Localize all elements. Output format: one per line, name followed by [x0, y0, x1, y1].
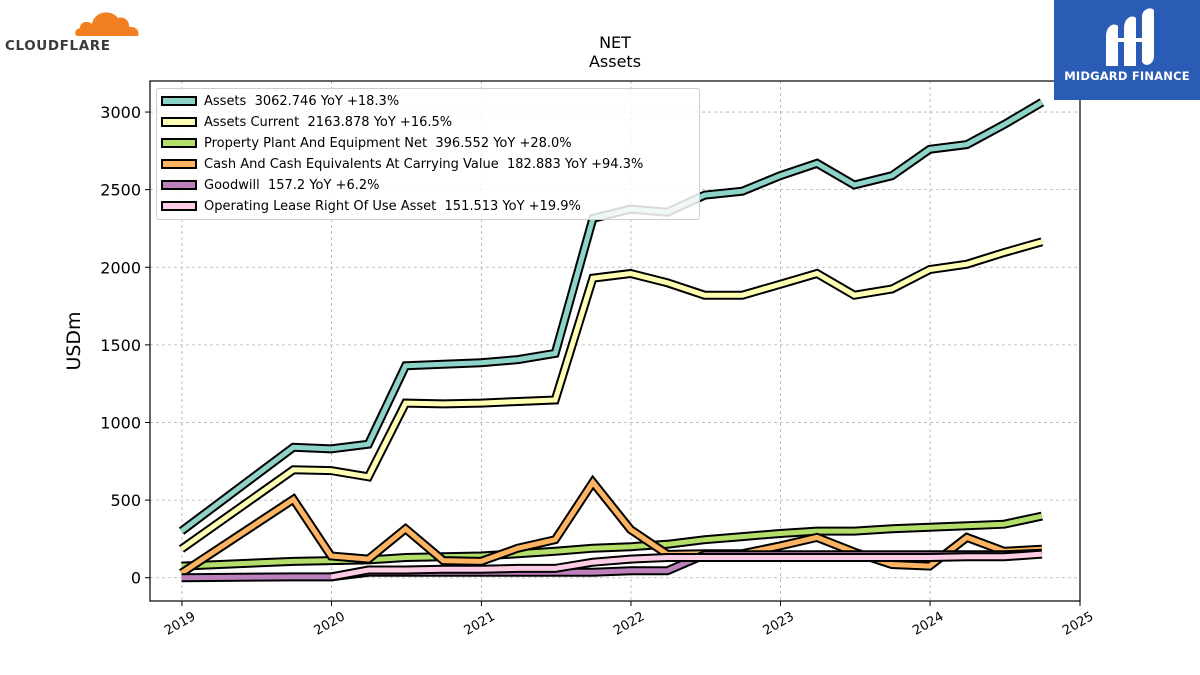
y-tick-label: 2500 [100, 181, 141, 200]
legend-swatch [161, 138, 197, 148]
series-line [330, 551, 1043, 580]
y-tick-label: 2000 [100, 258, 141, 277]
y-tick-label: 500 [110, 491, 141, 510]
legend-item-operating-lease: Operating Lease Right Of Use Asset 151.5… [161, 196, 581, 216]
cloud-icon [75, 12, 139, 36]
x-tick-label: 2023 [761, 609, 797, 639]
legend-label: Operating Lease Right Of Use Asset 151.5… [204, 198, 581, 214]
x-tick-label: 2024 [910, 609, 946, 639]
cloudflare-logo: CLOUDFLARE [4, 4, 144, 54]
legend-swatch [161, 180, 197, 190]
y-tick-label: 3000 [100, 103, 141, 122]
series-line [180, 478, 1043, 576]
legend-label: Cash And Cash Equivalents At Carrying Va… [204, 156, 644, 172]
chart-title: NET [599, 33, 631, 52]
x-tick-label: 2020 [312, 609, 348, 639]
chart-subtitle: Assets [589, 52, 641, 71]
legend-label: Assets Current 2163.878 YoY +16.5% [204, 114, 453, 130]
y-axis-label: USDm [63, 311, 85, 370]
mark-left-stroke [1106, 24, 1118, 66]
midgard-mark-icon [1106, 8, 1154, 66]
legend-swatch [161, 96, 197, 106]
legend-swatch [161, 159, 197, 169]
legend-item-assets-current: Assets Current 2163.878 YoY +16.5% [161, 112, 452, 132]
series-line [180, 239, 1043, 552]
legend-swatch [161, 117, 197, 127]
y-tick-label: 1000 [100, 413, 141, 432]
y-tick-label: 0 [131, 569, 141, 588]
series-assets-current [178, 237, 1044, 553]
cloud-shape [75, 12, 139, 36]
legend-label: Assets 3062.746 YoY +18.3% [204, 93, 400, 109]
mark-crossbar [1114, 38, 1148, 42]
chart-legend: Assets 3062.746 YoY +18.3% Assets Curren… [156, 88, 700, 220]
midgard-finance-logo: MIDGARD FINANCE [1054, 0, 1200, 100]
series-operating-lease-right-of-use-asset [330, 549, 1043, 582]
legend-label: Property Plant And Equipment Net 396.552… [204, 135, 572, 151]
legend-item-cash: Cash And Cash Equivalents At Carrying Va… [161, 154, 643, 174]
x-tick-label: 2022 [611, 609, 647, 639]
series-cash-and-cash-equivalents-at-carrying-value [179, 474, 1043, 577]
legend-item-ppe-net: Property Plant And Equipment Net 396.552… [161, 133, 572, 153]
plot-frame [149, 80, 1081, 602]
mark-right-stroke [1142, 8, 1154, 65]
legend-label: Goodwill 157.2 YoY +6.2% [204, 177, 380, 193]
cloudflare-wordmark: CLOUDFLARE [5, 38, 111, 54]
midgard-wordmark: MIDGARD FINANCE [1064, 69, 1190, 83]
legend-swatch [161, 201, 197, 211]
x-tick-label: 2021 [462, 609, 498, 639]
x-tick-label: 2019 [162, 609, 198, 639]
legend-item-goodwill: Goodwill 157.2 YoY +6.2% [161, 175, 379, 195]
legend-item-assets: Assets 3062.746 YoY +18.3% [161, 91, 399, 111]
y-tick-label: 1500 [100, 336, 141, 355]
x-tick-label: 2025 [1060, 609, 1096, 639]
